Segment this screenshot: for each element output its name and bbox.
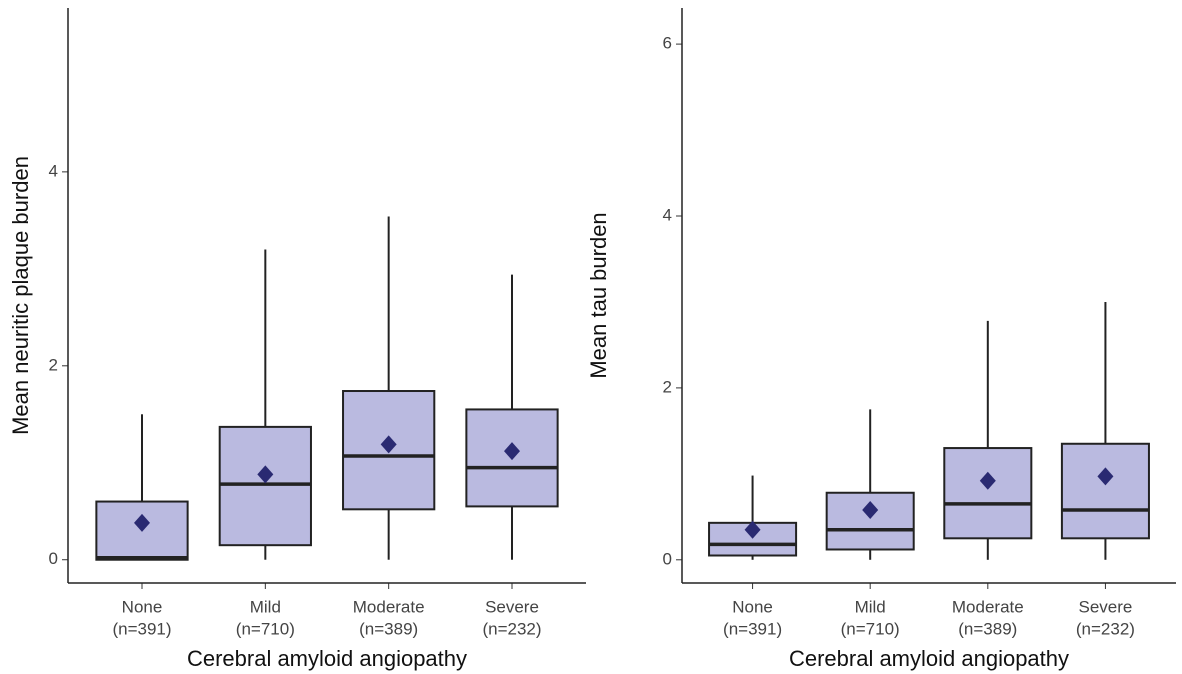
count-label: (n=391) [112, 619, 171, 638]
x-tick-label: Severe [485, 597, 539, 616]
y-tick-label: 0 [49, 549, 58, 568]
y-tick-label: 4 [663, 205, 672, 224]
mean-marker [744, 520, 761, 539]
count-label: (n=232) [1076, 619, 1135, 638]
y-tick-label: 0 [663, 549, 672, 568]
count-label: (n=389) [359, 619, 418, 638]
mean-marker [979, 471, 996, 490]
mean-marker [257, 465, 274, 484]
count-label: (n=710) [236, 619, 295, 638]
y-tick-label: 6 [663, 34, 672, 53]
y-tick-label: 2 [663, 377, 672, 396]
count-label: (n=232) [482, 619, 541, 638]
count-label: (n=710) [841, 619, 900, 638]
x-tick-label: Severe [1078, 597, 1132, 616]
y-axis-title: Mean neuritic plaque burden [8, 156, 33, 435]
mean-marker [862, 500, 879, 519]
box [218, 425, 312, 547]
x-axis-title: Cerebral amyloid angiopathy [187, 646, 467, 671]
y-tick-label: 4 [49, 161, 58, 180]
count-label: (n=391) [723, 619, 782, 638]
x-tick-label: None [122, 597, 163, 616]
mean-marker [504, 442, 520, 461]
mean-marker [1097, 467, 1114, 486]
x-axis-title: Cerebral amyloid angiopathy [789, 646, 1069, 671]
box [943, 447, 1033, 540]
x-tick-label: Mild [250, 597, 281, 616]
y-tick-label: 2 [49, 355, 58, 374]
y-axis-title: Mean tau burden [586, 212, 611, 378]
count-label: (n=389) [958, 619, 1017, 638]
x-tick-label: Mild [855, 597, 886, 616]
x-tick-label: None [732, 597, 773, 616]
mean-marker [134, 513, 150, 532]
x-tick-label: Moderate [952, 597, 1024, 616]
x-tick-label: Moderate [353, 597, 425, 616]
box [1060, 442, 1150, 540]
mean-marker [380, 435, 397, 454]
